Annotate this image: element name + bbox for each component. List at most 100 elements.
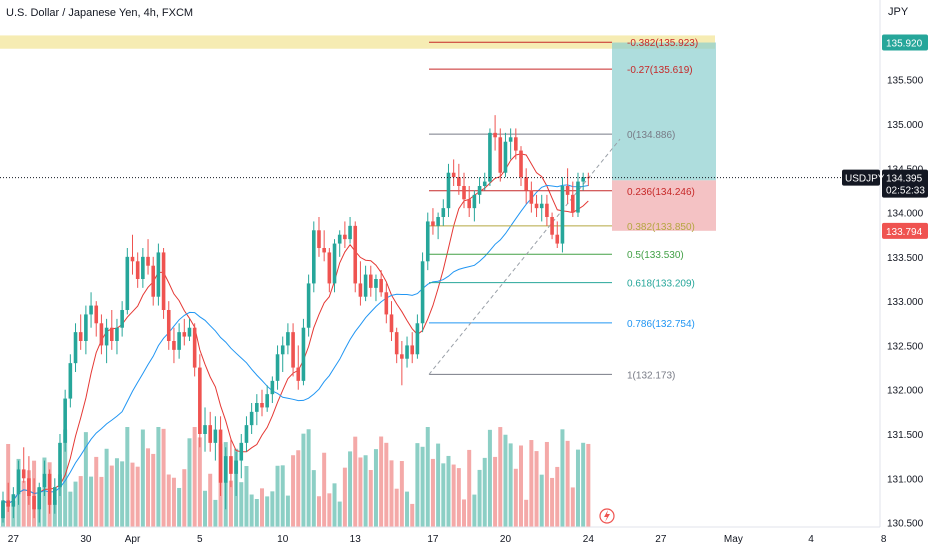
candle-body bbox=[6, 500, 10, 507]
candle-body bbox=[280, 345, 285, 355]
candle-body bbox=[234, 460, 238, 474]
candle-body bbox=[343, 234, 347, 240]
x-tick-label: 10 bbox=[277, 534, 289, 545]
y-tick-label: 131.000 bbox=[887, 474, 924, 485]
volume-bar bbox=[260, 488, 264, 527]
volume-bar bbox=[415, 443, 420, 527]
volume-bar bbox=[430, 458, 435, 527]
last-price-tag bbox=[882, 169, 928, 198]
candle-body bbox=[457, 177, 461, 186]
volume-bar bbox=[306, 429, 311, 527]
volume-bar bbox=[208, 473, 213, 527]
candle-body bbox=[379, 279, 383, 293]
candle-body bbox=[317, 230, 321, 248]
candle-body bbox=[467, 199, 471, 209]
volume-bar bbox=[265, 496, 270, 527]
volume-bar bbox=[270, 491, 275, 527]
candle-body bbox=[503, 141, 508, 173]
volume-bar bbox=[311, 470, 316, 527]
fib-level-label: 0.618(133.209) bbox=[627, 279, 695, 290]
y-tick-label: 133.500 bbox=[887, 253, 924, 264]
candle-body bbox=[498, 137, 503, 173]
candle-body bbox=[451, 172, 456, 178]
stop-price-tag bbox=[882, 222, 928, 239]
volume-bar bbox=[436, 443, 441, 527]
x-tick-label: 30 bbox=[80, 534, 92, 545]
y-tick-label: 135.000 bbox=[887, 120, 924, 131]
candle-body bbox=[534, 203, 539, 209]
candle-body bbox=[462, 186, 466, 200]
candle-body bbox=[384, 292, 389, 315]
symbol-tag-text: USDJPY bbox=[845, 174, 885, 185]
volume-bar bbox=[244, 466, 249, 527]
candle-body bbox=[68, 363, 73, 399]
candle-body bbox=[255, 403, 259, 412]
x-tick-label: 13 bbox=[350, 534, 362, 545]
candle-body bbox=[508, 137, 513, 142]
x-tick-label: 5 bbox=[197, 534, 203, 545]
volume-bar bbox=[249, 494, 254, 527]
candle-body bbox=[53, 487, 57, 505]
volume-bar bbox=[405, 491, 410, 527]
x-tick-label: 17 bbox=[427, 534, 439, 545]
volume-bar bbox=[575, 449, 580, 527]
candle-body bbox=[348, 225, 352, 240]
volume-bar bbox=[425, 427, 430, 527]
volume-bar bbox=[177, 487, 182, 527]
volume-bar bbox=[353, 436, 358, 527]
volume-bar bbox=[125, 427, 130, 527]
volume-bar bbox=[73, 481, 78, 527]
candle-body bbox=[172, 341, 176, 350]
volume-bar bbox=[296, 450, 301, 527]
volume-bar bbox=[487, 429, 492, 527]
candle-body bbox=[161, 252, 166, 310]
volume-bar bbox=[213, 499, 218, 527]
position-loss-zone[interactable] bbox=[612, 180, 716, 231]
fib-level-label: 0.382(133.850) bbox=[627, 222, 695, 233]
candle-body bbox=[571, 194, 575, 213]
volume-bar bbox=[140, 429, 145, 527]
candle-body bbox=[11, 494, 16, 507]
candle-body bbox=[291, 332, 295, 368]
candle-body bbox=[125, 256, 130, 310]
volume-bar bbox=[239, 482, 244, 527]
volume-bar bbox=[363, 455, 368, 527]
candle-body bbox=[99, 323, 104, 346]
candle-body bbox=[358, 283, 363, 297]
candle-body bbox=[363, 274, 368, 297]
candle-body bbox=[182, 332, 187, 337]
candle-body bbox=[301, 327, 306, 381]
volume-bar bbox=[456, 468, 461, 527]
volume-bar bbox=[109, 465, 114, 527]
x-tick-label: 24 bbox=[583, 534, 595, 545]
ma-slow-line bbox=[2, 184, 589, 505]
candle-body bbox=[109, 327, 114, 341]
position-profit-zone[interactable] bbox=[612, 42, 716, 181]
candle-body bbox=[1, 500, 5, 519]
candle-body bbox=[545, 203, 549, 217]
candle-body bbox=[156, 252, 161, 297]
candle-body bbox=[581, 177, 585, 182]
candle-body bbox=[275, 354, 280, 381]
fib-level-label: 0(134.886) bbox=[627, 130, 675, 141]
candle-body bbox=[286, 332, 290, 346]
volume-bar bbox=[89, 476, 94, 527]
candle-body bbox=[529, 190, 534, 204]
x-tick-label: 27 bbox=[8, 534, 20, 545]
candle-body bbox=[260, 403, 264, 408]
x-tick-label: 27 bbox=[655, 534, 667, 545]
volume-bar bbox=[544, 441, 549, 527]
volume-bar bbox=[472, 494, 477, 527]
volume-bar bbox=[394, 488, 399, 527]
candle-body bbox=[94, 305, 99, 324]
volume-bar bbox=[135, 466, 140, 527]
candle-body bbox=[425, 221, 430, 262]
volume-bar bbox=[373, 449, 378, 527]
candle-body bbox=[223, 456, 228, 483]
volume-bar bbox=[192, 427, 197, 527]
volume-bar bbox=[389, 460, 394, 527]
candle-body bbox=[296, 367, 301, 381]
